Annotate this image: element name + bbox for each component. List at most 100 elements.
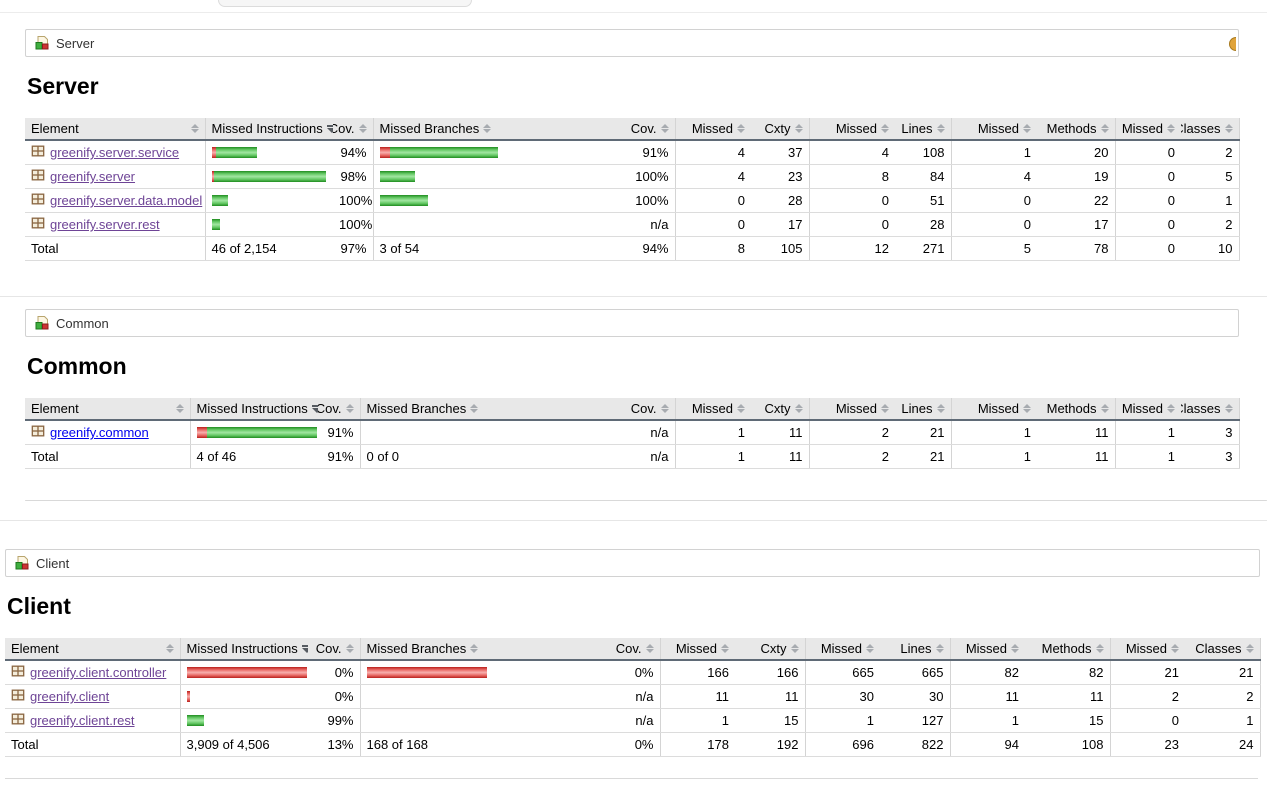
cell-counter: 0: [808, 188, 895, 213]
column-header-missed-branches[interactable]: Missed Branches: [372, 118, 523, 141]
column-header-missed-branches[interactable]: Missed Branches: [359, 638, 510, 661]
column-header-missed[interactable]: Missed: [1114, 398, 1181, 421]
column-header-label: Lines: [901, 401, 933, 416]
cell-branches-bar: [359, 660, 510, 685]
package-link[interactable]: greenify.common: [50, 425, 149, 440]
column-header-cov-[interactable]: Cov.: [308, 638, 360, 661]
section-server: Server Server Element Missed Instructions…: [25, 0, 1240, 261]
cell-instructions-bar: [204, 212, 333, 237]
package-link[interactable]: greenify.client.rest: [30, 713, 135, 728]
coverage-table: Element Missed Instructions Cov. Missed Bra…: [5, 638, 1261, 757]
package-link[interactable]: greenify.client.controller: [30, 665, 167, 680]
cell-branches-bar: [372, 188, 523, 213]
column-header-missed-instructions[interactable]: Missed Instructions: [204, 118, 333, 141]
sort-icon: [470, 644, 479, 653]
coverage-bar: [379, 195, 500, 206]
column-header-missed[interactable]: Missed: [808, 398, 895, 421]
column-header-label: Missed: [1125, 641, 1167, 656]
missed-bar-segment: [211, 147, 216, 158]
column-header-cov-[interactable]: Cov.: [510, 638, 660, 661]
column-header-classes[interactable]: Classes: [1185, 638, 1261, 661]
column-header-lines[interactable]: Lines: [880, 638, 950, 661]
sort-icon: [301, 644, 308, 653]
cell-counter: 0: [1114, 212, 1181, 237]
sort-icon: [311, 404, 318, 413]
column-header-label: Element: [31, 121, 79, 136]
package-link[interactable]: greenify.server.rest: [50, 217, 160, 232]
sort-icon: [165, 644, 174, 653]
column-header-element[interactable]: Element: [25, 118, 205, 141]
cell-instructions-coverage: 0%: [308, 660, 360, 685]
column-header-label: Cov.: [630, 401, 657, 416]
coverage-bar: [186, 715, 307, 726]
total-counter: 10: [1181, 236, 1240, 261]
package-link[interactable]: greenify.server.service: [50, 145, 180, 160]
column-header-cov-[interactable]: Cov.: [490, 398, 675, 421]
sessions-icon-partial[interactable]: [1229, 37, 1236, 51]
column-header-methods[interactable]: Methods: [1037, 398, 1115, 421]
package-link[interactable]: greenify.server: [50, 169, 136, 184]
page-title: Common: [27, 353, 127, 379]
package-link[interactable]: greenify.server.data.model: [50, 193, 203, 208]
column-header-missed[interactable]: Missed: [1114, 118, 1181, 141]
column-header-missed-instructions[interactable]: Missed Instructions: [179, 638, 308, 661]
column-header-cov-[interactable]: Cov.: [333, 118, 373, 141]
cell-element: greenify.server: [25, 164, 205, 189]
column-header-missed[interactable]: Missed: [804, 638, 880, 661]
column-header-missed[interactable]: Missed: [674, 398, 751, 421]
divider: [0, 520, 1267, 521]
column-header-lines[interactable]: Lines: [895, 118, 951, 141]
column-header-cxty[interactable]: Cxty: [751, 398, 809, 421]
sort-icon: [1224, 124, 1233, 133]
column-header-missed[interactable]: Missed: [808, 118, 895, 141]
cell-counter: 2: [808, 420, 895, 445]
column-header-label: Missed: [691, 401, 733, 416]
column-header-element[interactable]: Element: [25, 398, 190, 421]
table-total-row: Total 46 of 2,154 97% 3 of 54 94% 8 105 12 271 5 7…: [25, 236, 1240, 261]
column-header-classes[interactable]: Classes: [1181, 398, 1240, 421]
cell-counter: 0: [1114, 140, 1181, 165]
column-header-methods[interactable]: Methods: [1037, 118, 1115, 141]
column-header-missed[interactable]: Missed: [950, 118, 1037, 141]
sort-icon: [1167, 124, 1175, 133]
cell-counter: 0: [674, 212, 751, 237]
package-icon: [11, 712, 25, 729]
sort-icon: [866, 644, 874, 653]
column-header-missed[interactable]: Missed: [674, 118, 751, 141]
column-header-missed[interactable]: Missed: [950, 398, 1037, 421]
covered-bar-segment: [211, 219, 220, 230]
section-client: Client Client Element Missed Instructions…: [5, 521, 1261, 757]
cell-branches-coverage: 100%: [523, 188, 675, 213]
total-instructions-coverage: 91%: [318, 444, 360, 469]
column-header-missed[interactable]: Missed: [659, 638, 735, 661]
column-header-label: Cxty: [764, 121, 791, 136]
cell-instructions-bar: [204, 188, 333, 213]
total-counter: 105: [751, 236, 809, 261]
column-header-element[interactable]: Element: [5, 638, 180, 661]
column-header-methods[interactable]: Methods: [1025, 638, 1110, 661]
package-link[interactable]: greenify.client: [30, 689, 110, 704]
column-header-label: Classes: [1181, 121, 1221, 136]
column-header-lines[interactable]: Lines: [895, 398, 951, 421]
cell-counter: 82: [949, 660, 1025, 685]
column-header-cxty[interactable]: Cxty: [735, 638, 805, 661]
column-header-cxty[interactable]: Cxty: [751, 118, 809, 141]
cell-counter: 1: [659, 708, 735, 733]
column-header-missed-branches[interactable]: Missed Branches: [359, 398, 490, 421]
cell-counter: 84: [895, 164, 951, 189]
column-header-missed[interactable]: Missed: [949, 638, 1025, 661]
total-counter: 24: [1185, 732, 1261, 757]
cell-counter: 28: [895, 212, 951, 237]
column-header-label: Classes: [1195, 641, 1242, 656]
cell-branches-coverage: n/a: [523, 212, 675, 237]
column-header-classes[interactable]: Classes: [1181, 118, 1240, 141]
missed-bar-segment: [186, 667, 307, 678]
column-header-cov-[interactable]: Cov.: [318, 398, 360, 421]
column-header-missed-instructions[interactable]: Missed Instructions: [189, 398, 318, 421]
cell-branches-coverage: n/a: [490, 420, 675, 445]
column-header-missed[interactable]: Missed: [1109, 638, 1185, 661]
column-header-cov-[interactable]: Cov.: [523, 118, 675, 141]
cell-counter: 108: [895, 140, 951, 165]
total-counter: 696: [804, 732, 880, 757]
total-branches-coverage: n/a: [490, 444, 675, 469]
